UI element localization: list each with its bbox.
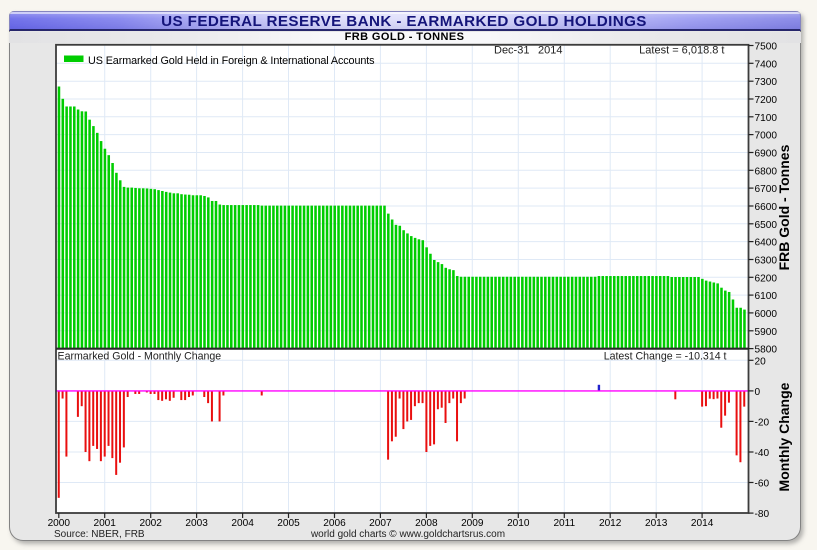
svg-text:Monthly Change: Monthly Change: [776, 382, 792, 491]
svg-text:Latest Change = -10.314 t: Latest Change = -10.314 t: [604, 351, 727, 363]
svg-text:FRB Gold - Tonnes: FRB Gold - Tonnes: [776, 144, 792, 270]
svg-text:0: 0: [755, 387, 761, 398]
svg-text:2014: 2014: [691, 518, 714, 529]
svg-text:2003: 2003: [185, 518, 208, 529]
svg-text:2008: 2008: [415, 518, 438, 529]
svg-text:2005: 2005: [277, 518, 300, 529]
svg-text:2012: 2012: [599, 518, 622, 529]
svg-text:6100: 6100: [755, 291, 778, 302]
svg-text:2010: 2010: [507, 518, 530, 529]
svg-text:2006: 2006: [323, 518, 346, 529]
svg-text:-20: -20: [755, 417, 770, 428]
svg-text:-40: -40: [755, 448, 770, 459]
svg-text:2000: 2000: [48, 518, 71, 529]
svg-text:5900: 5900: [755, 327, 778, 338]
svg-text:-60: -60: [755, 479, 770, 490]
svg-text:6700: 6700: [755, 184, 778, 195]
svg-text:Earmarked Gold - Monthly Chang: Earmarked Gold - Monthly Change: [58, 351, 222, 363]
svg-text:6500: 6500: [755, 220, 778, 231]
svg-text:6800: 6800: [755, 166, 778, 177]
svg-text:Source: NBER, FRB: Source: NBER, FRB: [54, 529, 145, 540]
svg-text:6200: 6200: [755, 273, 778, 284]
svg-text:5800: 5800: [755, 345, 778, 356]
svg-text:2013: 2013: [645, 518, 668, 529]
svg-text:7500: 7500: [755, 42, 778, 53]
svg-text:6600: 6600: [755, 202, 778, 213]
svg-text:2004: 2004: [231, 518, 254, 529]
svg-text:-80: -80: [755, 509, 770, 520]
svg-text:2009: 2009: [461, 518, 484, 529]
svg-text:US Earmarked Gold Held in Fore: US Earmarked Gold Held in Foreign & Inte…: [88, 55, 375, 67]
svg-text:Dec-31 2014: Dec-31 2014: [494, 45, 563, 57]
svg-text:7100: 7100: [755, 113, 778, 124]
svg-text:7300: 7300: [755, 77, 778, 88]
svg-text:6900: 6900: [755, 149, 778, 160]
svg-text:2011: 2011: [553, 518, 575, 529]
svg-text:2001: 2001: [93, 518, 116, 529]
svg-text:2002: 2002: [139, 518, 162, 529]
svg-text:world gold charts © www.goldch: world gold charts © www.goldchartsrus.co…: [310, 529, 505, 540]
svg-text:6000: 6000: [755, 309, 778, 320]
svg-text:20: 20: [755, 356, 767, 367]
svg-text:6300: 6300: [755, 256, 778, 267]
svg-text:7200: 7200: [755, 95, 778, 106]
svg-text:2007: 2007: [369, 518, 392, 529]
svg-text:7000: 7000: [755, 131, 778, 142]
svg-text:7400: 7400: [755, 59, 778, 70]
svg-text:6400: 6400: [755, 238, 778, 249]
svg-text:Latest = 6,018.8 t: Latest = 6,018.8 t: [639, 45, 724, 57]
